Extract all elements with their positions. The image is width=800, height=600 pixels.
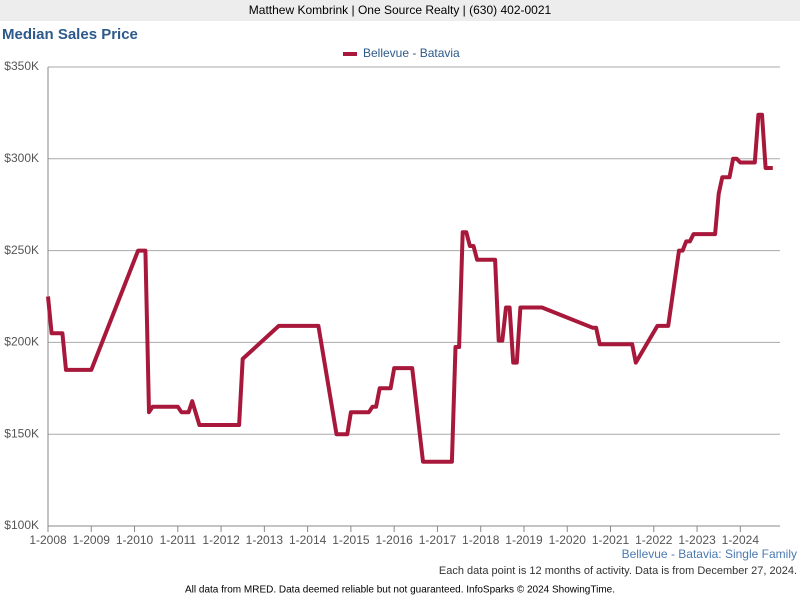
x-tick-label: 1-2020 [549, 533, 587, 547]
x-tick-label: 1-2024 [722, 533, 760, 547]
x-tick-label: 1-2017 [419, 533, 457, 547]
x-tick-label: 1-2022 [635, 533, 673, 547]
x-tick-label: 1-2019 [505, 533, 543, 547]
x-tick-label: 1-2011 [160, 533, 197, 547]
header-bar [0, 0, 800, 21]
x-tick-label: 1-2016 [375, 533, 413, 547]
x-tick-label: 1-2018 [462, 533, 500, 547]
y-tick-label: $150K [4, 426, 39, 440]
x-tick-label: 1-2015 [332, 533, 370, 547]
data-line [46, 112, 773, 464]
x-tick-label: 1-2023 [678, 533, 716, 547]
y-tick-label: $300K [4, 151, 39, 165]
x-tick-label: 1-2009 [73, 533, 111, 547]
x-tick-label: 1-2008 [29, 533, 67, 547]
x-tick-label: 1-2012 [202, 533, 240, 547]
chart-title: Median Sales Price [2, 26, 138, 43]
y-tick-label: $250K [4, 243, 39, 257]
legend-label: Bellevue - Batavia [363, 46, 460, 60]
x-tick-label: 1-2010 [116, 533, 154, 547]
header: Matthew Kombrink | One Source Realty | (… [249, 3, 552, 17]
subtitle: Bellevue - Batavia: Single Family [622, 547, 797, 561]
x-tick-label: 1-2021 [592, 533, 630, 547]
y-tick-label: $350K [4, 59, 39, 73]
y-tick-label: $100K [4, 518, 39, 532]
note: Each data point is 12 months of activity… [439, 565, 797, 577]
x-tick-label: 1-2014 [289, 533, 327, 547]
x-tick-label: 1-2013 [246, 533, 284, 547]
y-tick-label: $200K [4, 335, 39, 349]
footer: All data from MRED. Data deemed reliable… [185, 585, 615, 596]
